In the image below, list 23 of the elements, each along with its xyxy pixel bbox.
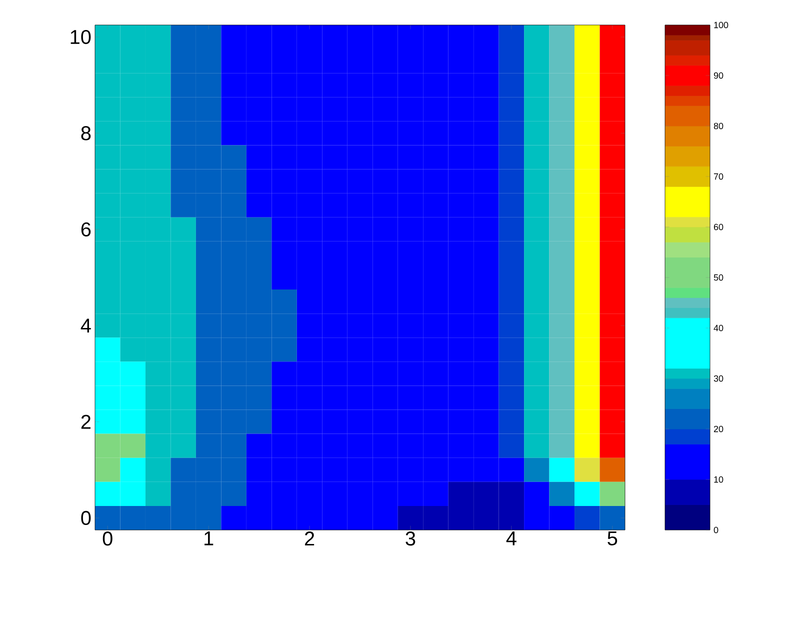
x-tick-label: 5: [608, 532, 618, 546]
y-tick-label: 4: [80, 318, 91, 332]
y-tick-label: 8: [81, 126, 91, 140]
color-bar-label: 0: [714, 526, 718, 534]
x-tick-label: 2: [304, 532, 314, 546]
x-tick-label: 1: [204, 532, 214, 546]
color-bar-label: 70: [714, 173, 724, 180]
x-tick-label: 4: [506, 532, 516, 546]
color-bar-label: 30: [714, 375, 724, 382]
color-bar-label: 10: [714, 476, 724, 483]
x-tick-label: 3: [406, 532, 416, 546]
y-tick-label: 10: [70, 30, 91, 44]
color-bar-label: 80: [714, 122, 724, 130]
color-bar-label: 90: [714, 72, 724, 79]
color-bar-label: 50: [714, 274, 724, 281]
y-tick-label: 2: [81, 414, 90, 429]
color-bar-label: 20: [714, 426, 724, 432]
y-tick-label: 6: [81, 222, 91, 236]
y-tick-label: 0: [81, 510, 91, 526]
color-bar-label: 60: [714, 224, 724, 230]
color-bar-label: 40: [714, 324, 724, 332]
color-bar-label: 100: [714, 22, 728, 28]
x-tick-label: 0: [102, 532, 112, 546]
